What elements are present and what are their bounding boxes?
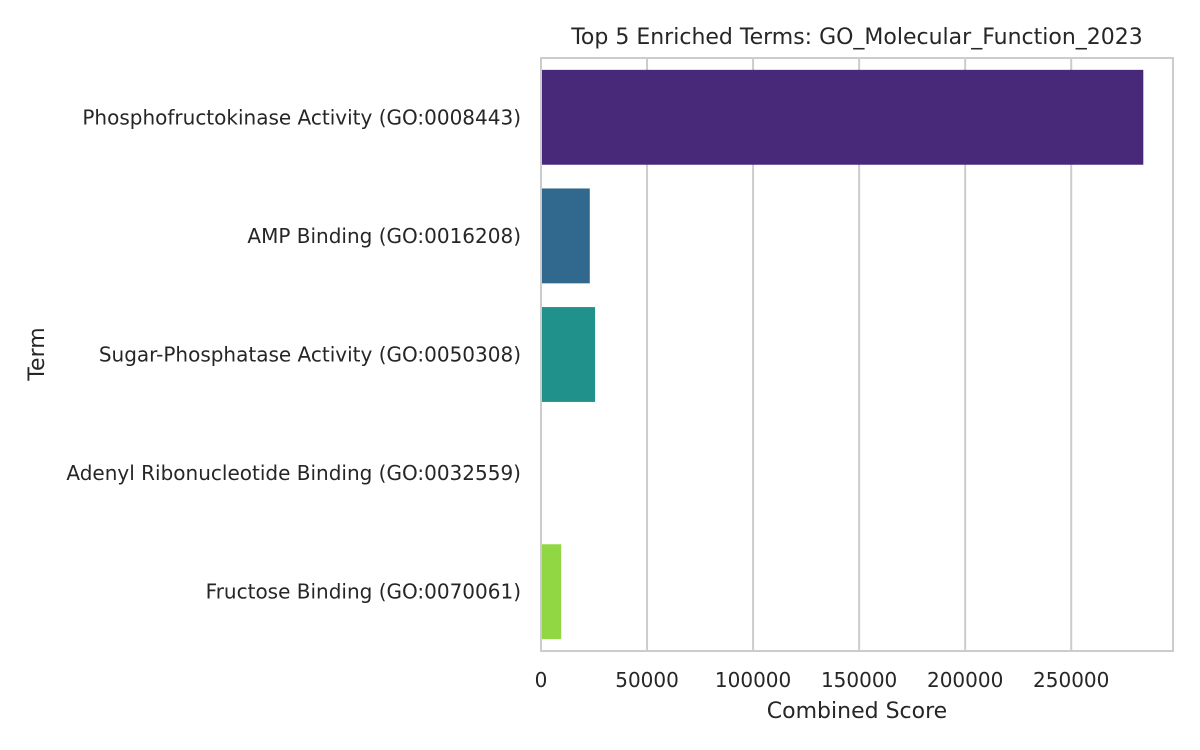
x-tick-label: 100000 bbox=[715, 668, 791, 692]
bar bbox=[541, 544, 562, 640]
x-tick-labels: 0 50000 100000 150000 200000 250000 bbox=[535, 668, 1110, 692]
bar bbox=[541, 188, 590, 284]
y-tick-label: Fructose Binding (GO:0070061) bbox=[206, 580, 521, 604]
x-axis-title: Combined Score bbox=[767, 699, 947, 724]
x-tick-label: 250000 bbox=[1033, 668, 1109, 692]
plot-frame bbox=[540, 57, 1174, 652]
y-tick-label: Sugar-Phosphatase Activity (GO:0050308) bbox=[99, 343, 521, 367]
y-tick-labels: Phosphofructokinase Activity (GO:0008443… bbox=[66, 105, 521, 603]
bars bbox=[541, 69, 1144, 640]
y-axis-title: Term bbox=[25, 327, 50, 381]
bar bbox=[541, 69, 1144, 165]
x-tick-label: 0 bbox=[535, 668, 548, 692]
chart-title: Top 5 Enriched Terms: GO_Molecular_Funct… bbox=[570, 25, 1143, 50]
x-tick-label: 150000 bbox=[821, 668, 897, 692]
x-tick-label: 50000 bbox=[615, 668, 679, 692]
bar bbox=[541, 307, 596, 402]
x-tick-label: 200000 bbox=[927, 668, 1003, 692]
y-tick-label: Phosphofructokinase Activity (GO:0008443… bbox=[82, 105, 521, 129]
y-tick-label: Adenyl Ribonucleotide Binding (GO:003255… bbox=[66, 461, 521, 485]
y-tick-label: AMP Binding (GO:0016208) bbox=[247, 224, 521, 248]
